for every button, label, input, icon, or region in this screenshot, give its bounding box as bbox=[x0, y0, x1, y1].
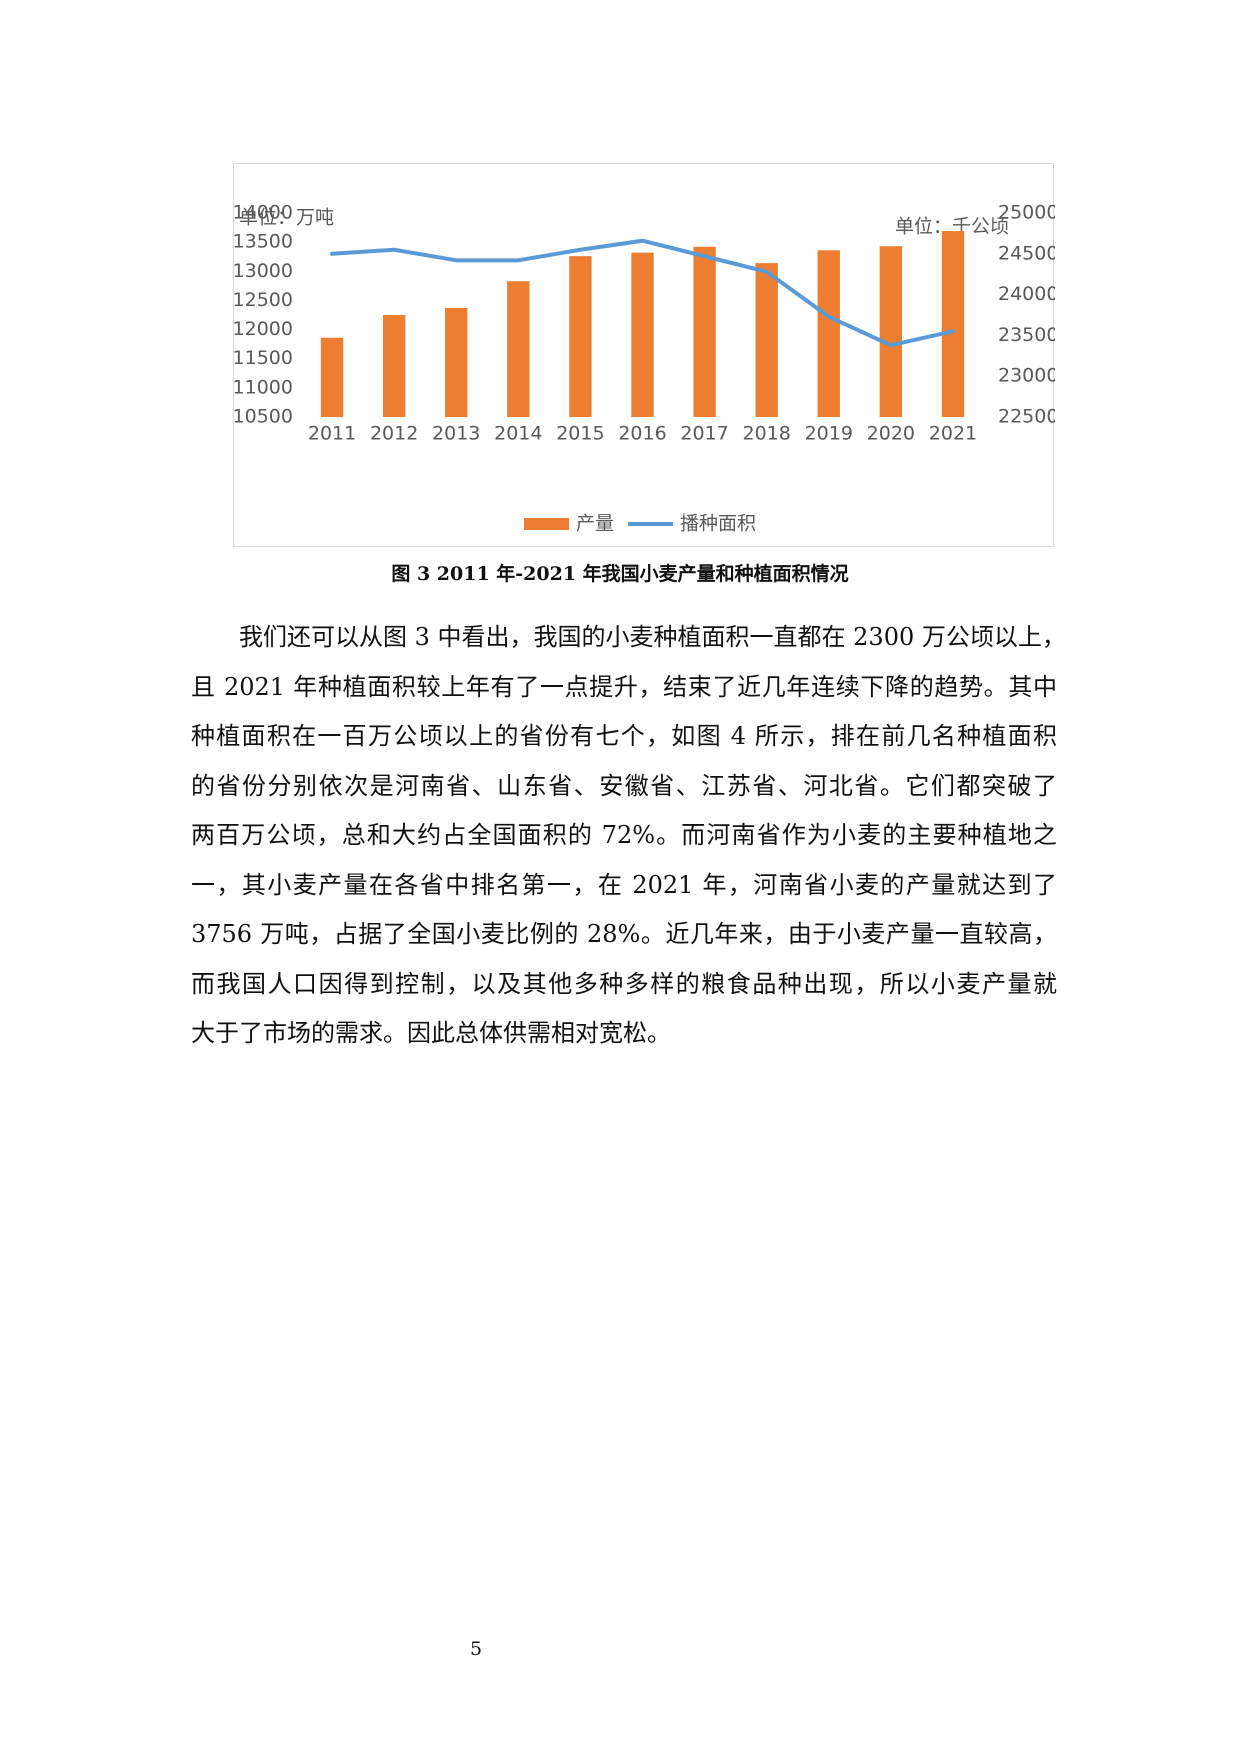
figure-caption: 图 3 2011 年-2021 年我国小麦产量和种植面积情况 bbox=[391, 563, 849, 585]
y2-tick-label: 24500 bbox=[998, 242, 1055, 264]
text-line: 3756 万吨，占据了全国小麦比例的 28%。近几年来，由于小麦产量一直较高， bbox=[191, 920, 1057, 948]
bar bbox=[879, 246, 903, 417]
text-line: 种植面积在一百万公顷以上的省份有七个，如图 4 所示，排在前几名种植面积 bbox=[191, 722, 1057, 750]
legend-label: 产量 bbox=[576, 513, 614, 535]
y-tick-label: 13000 bbox=[233, 260, 293, 282]
x-tick-label: 2018 bbox=[743, 423, 791, 445]
text-line: 而我国人口因得到控制，以及其他多种多样的粮食品种出现，所以小麦产量就 bbox=[191, 969, 1057, 998]
y2-tick-label: 22500 bbox=[998, 406, 1055, 428]
text-line: 我们还可以从图 3 中看出，我国的小麦种植面积一直都在 2300 万公顷以上， bbox=[239, 623, 1066, 651]
bar bbox=[817, 250, 840, 417]
chart: 单位：万吨 单位：千公顷 10500 11000 11500 12000 12500 13… bbox=[233, 163, 1055, 547]
legend-swatch bbox=[524, 518, 569, 530]
y2-tick-label: 25000 bbox=[998, 202, 1055, 224]
bar bbox=[755, 263, 778, 417]
x-tick-label: 2014 bbox=[494, 423, 542, 445]
y-tick-label: 14000 bbox=[233, 202, 293, 224]
legend-label: 播种面积 bbox=[680, 513, 756, 535]
y2-tick-label: 23000 bbox=[998, 365, 1055, 387]
x-tick-label: 2021 bbox=[929, 423, 977, 445]
bar bbox=[507, 281, 530, 417]
text-line: 且 2021 年种植面积较上年有了一点提升，结束了近几年连续下降的趋势。其中 bbox=[191, 672, 1057, 701]
y-tick-label: 10500 bbox=[233, 406, 293, 428]
page-number: 5 bbox=[470, 1638, 483, 1660]
x-tick-label: 2011 bbox=[308, 423, 356, 445]
text-line: 两百万公顷，总和大约占全国面积的 72%。而河南省作为小麦的主要种植地之 bbox=[191, 821, 1057, 849]
bar bbox=[569, 256, 592, 417]
y2-axis-label: 单位：千公顷 bbox=[895, 216, 1009, 238]
y-tick-label: 11000 bbox=[233, 376, 293, 398]
y2-tick-label: 24000 bbox=[998, 283, 1055, 305]
x-tick-label: 2016 bbox=[618, 423, 666, 445]
bar bbox=[693, 246, 716, 417]
x-tick-label: 2012 bbox=[370, 423, 418, 445]
x-tick-label: 2019 bbox=[805, 423, 853, 445]
bar bbox=[320, 337, 344, 417]
bar bbox=[941, 231, 965, 417]
y-tick-label: 12000 bbox=[233, 318, 293, 340]
y-tick-label: 11500 bbox=[233, 347, 293, 369]
text-line: 一，其小麦产量在各省中排名第一，在 2021 年，河南省小麦的产量就达到了 bbox=[191, 870, 1057, 899]
x-tick-label: 2017 bbox=[680, 423, 728, 445]
bar bbox=[631, 252, 654, 417]
bar bbox=[445, 308, 468, 417]
text-line: 的省份分别依次是河南省、山东省、安徽省、江苏省、河北省。它们都突破了 bbox=[191, 771, 1057, 800]
line bbox=[330, 238, 955, 348]
bar bbox=[382, 315, 406, 417]
y-tick-label: 12500 bbox=[233, 289, 293, 311]
x-tick-label: 2020 bbox=[867, 423, 915, 445]
x-tick-label: 2013 bbox=[432, 423, 480, 445]
y-axis-label: 单位：万吨 bbox=[239, 207, 334, 229]
text-line: 大于了市场的需求。因此总体供需相对宽松。 bbox=[191, 1019, 671, 1047]
x-tick-label: 2015 bbox=[556, 423, 604, 445]
y2-tick-label: 23500 bbox=[998, 324, 1055, 346]
y-tick-label: 13500 bbox=[233, 231, 293, 253]
